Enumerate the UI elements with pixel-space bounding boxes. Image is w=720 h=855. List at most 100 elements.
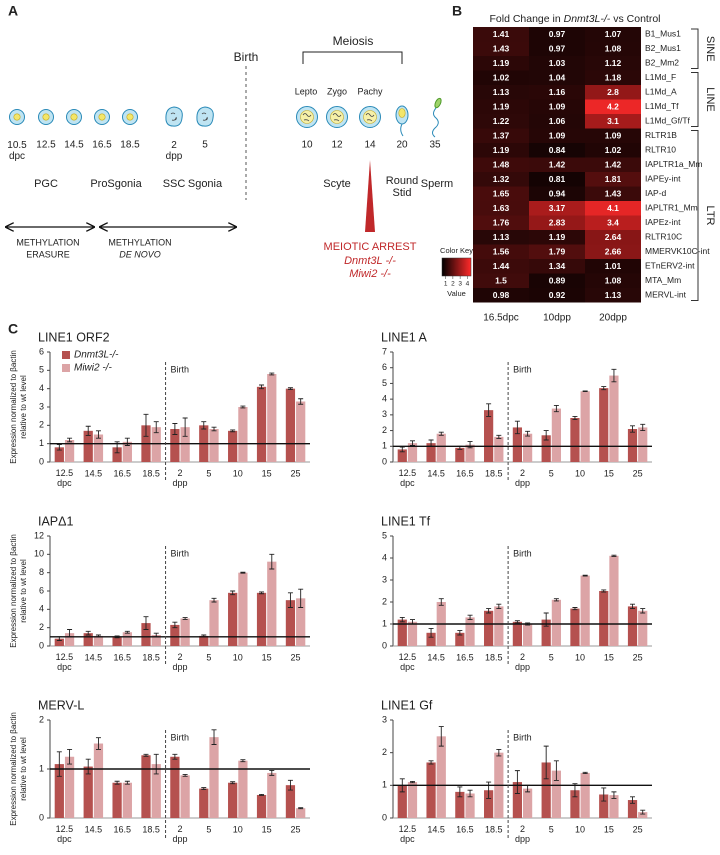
- error-bar: [287, 779, 293, 791]
- error-bar: [553, 760, 559, 781]
- y-tick-label: 1: [382, 618, 387, 628]
- substage-label: Pachy: [357, 86, 383, 96]
- cell-value: 4.1: [607, 203, 619, 213]
- heatmap-cell: [585, 244, 641, 259]
- bar: [93, 635, 104, 646]
- cell-value: 0.98: [493, 290, 510, 300]
- nucleus: [363, 110, 377, 124]
- cell-value: 0.97: [549, 29, 566, 39]
- stage-label: 12.5: [36, 140, 56, 151]
- cell-value: 1.09: [549, 102, 566, 112]
- row-label: IAPEz-int: [645, 217, 681, 227]
- bar: [609, 555, 619, 646]
- y-axis-label: relative to wt level: [19, 375, 28, 439]
- x-tick-label: 5: [206, 468, 211, 478]
- x-tick-label: 2 dpp: [172, 468, 187, 488]
- heatmap-cell: [529, 288, 585, 303]
- error-bar: [182, 417, 188, 437]
- bar: [426, 443, 436, 462]
- stage-label: 16.5: [92, 140, 112, 151]
- bar: [551, 408, 561, 462]
- cell-value: 1.43: [605, 189, 622, 199]
- bar: [580, 772, 590, 818]
- y-tick-label: 2: [39, 622, 44, 632]
- bar: [523, 788, 533, 818]
- x-tick-label: 10: [233, 652, 243, 662]
- panel-label: A: [8, 3, 18, 19]
- heatmap-cell: [585, 56, 641, 71]
- nucleus: [398, 108, 406, 118]
- y-tick-label: 1: [382, 780, 387, 790]
- cell: [196, 106, 214, 127]
- row-label: L1Md_F: [645, 72, 676, 82]
- annotation: Birth: [171, 548, 190, 558]
- stage-label: 2 dpp: [166, 140, 183, 162]
- x-tick-label: 12.5 dpc: [399, 824, 417, 844]
- heatmap-cell: [473, 215, 529, 230]
- chromatin: [170, 112, 177, 121]
- error-bar: [496, 748, 502, 757]
- bar: [397, 619, 407, 646]
- y-tick-label: 4: [382, 552, 387, 562]
- error-bar: [298, 588, 304, 608]
- error-bar: [572, 415, 578, 421]
- row-label: IAPEy-int: [645, 174, 681, 184]
- y-tick-label: 0: [39, 812, 44, 822]
- bar: [112, 782, 122, 818]
- bar: [296, 598, 306, 646]
- cell-value: 1.32: [493, 174, 510, 184]
- heatmap-cell: [585, 172, 641, 187]
- row-label: IAPLTR1a_Mm: [645, 159, 702, 169]
- cell-value: 2.64: [605, 232, 622, 242]
- bar: [267, 772, 277, 818]
- error-bar: [259, 384, 265, 390]
- heatmap-cell: [585, 99, 641, 114]
- bar: [256, 794, 267, 818]
- bar: [267, 561, 277, 646]
- heatmap-cell: [473, 128, 529, 143]
- methylation-subtitle: DE NOVO: [119, 249, 161, 259]
- cell-value: 1.02: [605, 145, 622, 155]
- x-tick-label: 14.5: [427, 652, 445, 662]
- error-bar: [640, 608, 646, 614]
- bar: [238, 572, 248, 646]
- bar: [407, 443, 418, 462]
- cell-value: 0.81: [549, 174, 566, 184]
- bar: [151, 635, 161, 646]
- error-bar: [143, 753, 149, 757]
- bar: [170, 624, 180, 646]
- annotation: Birth: [513, 364, 532, 374]
- cell-value: 1.19: [493, 145, 510, 155]
- error-bar: [467, 614, 473, 621]
- bar: [484, 790, 494, 818]
- cell-value: 1.81: [605, 174, 622, 184]
- bar: [112, 447, 122, 462]
- error-bar: [153, 421, 159, 434]
- heatmap-cell: [529, 143, 585, 158]
- bar: [407, 782, 418, 818]
- x-tick-label: 15: [604, 824, 614, 834]
- heatmap-cell: [529, 70, 585, 85]
- bar: [209, 600, 219, 646]
- cell-value: 1.09: [549, 131, 566, 141]
- error-bar: [298, 807, 304, 810]
- bar: [599, 591, 609, 646]
- cell-value: 1.76: [493, 218, 510, 228]
- cell-value: 3.4: [607, 218, 619, 228]
- heatmap-cell: [473, 172, 529, 187]
- error-bar: [514, 770, 520, 794]
- bar: [296, 808, 306, 818]
- error-bar: [124, 780, 130, 785]
- cell-value: 1.44: [493, 261, 510, 271]
- row-label: MTA_Mm: [645, 275, 681, 285]
- cell-value: 1.12: [605, 58, 622, 68]
- error-bar: [438, 431, 444, 436]
- bar: [599, 388, 609, 462]
- cell-value: 1.48: [493, 160, 510, 170]
- cell-value: 1.19: [549, 232, 566, 242]
- x-tick-label: 14.5: [427, 824, 445, 834]
- bar: [93, 743, 104, 818]
- error-bar: [287, 592, 293, 608]
- bar: [551, 770, 561, 818]
- error-bar: [486, 608, 492, 614]
